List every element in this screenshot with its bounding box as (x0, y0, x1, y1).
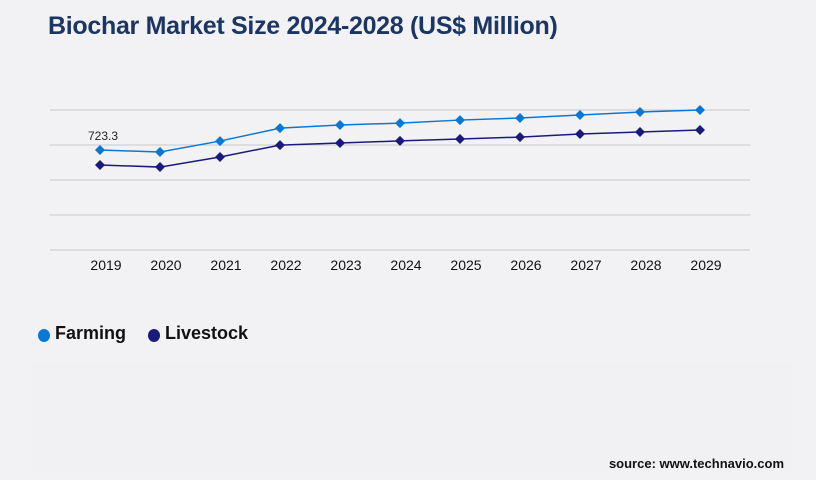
data-point-livestock (515, 132, 525, 143)
legend-marker-farming (38, 329, 50, 342)
data-point-livestock (395, 135, 405, 146)
data-point-farming (575, 109, 585, 120)
data-point-farming (515, 112, 525, 123)
x-tick-label: 2025 (450, 257, 481, 273)
data-point-farming (635, 107, 645, 118)
data-point-farming (395, 118, 405, 129)
legend: Farming Livestock (38, 323, 248, 344)
chart-title: Biochar Market Size 2024-2028 (US$ Milli… (48, 12, 558, 40)
line-chart: 723.3 2019 2020 2021 2022 2023 2024 2025 2026 20… (50, 104, 750, 273)
source-credit: source: www.technavio.com (608, 456, 784, 471)
data-point-livestock (575, 129, 585, 140)
x-tick-label: 2020 (150, 257, 181, 273)
legend-marker-livestock (148, 329, 161, 342)
data-point-farming (275, 123, 285, 134)
x-tick-label: 2027 (570, 257, 601, 273)
x-tick-label: 2021 (210, 257, 241, 273)
legend-label-farming: Farming (55, 323, 127, 343)
x-tick-label: 2029 (690, 257, 721, 273)
data-point-farming (335, 120, 345, 131)
data-point-farming (215, 136, 225, 147)
data-point-farming (695, 104, 705, 115)
data-label: 723.3 (88, 129, 118, 143)
x-tick-label: 2019 (90, 257, 121, 273)
legend-item-livestock: Livestock (148, 323, 248, 344)
legend-label-livestock: Livestock (165, 323, 249, 343)
data-point-livestock (155, 162, 165, 173)
x-tick-label: 2023 (330, 257, 361, 273)
data-point-farming (455, 115, 465, 126)
data-point-livestock (635, 126, 645, 137)
data-point-farming (155, 146, 165, 157)
data-point-livestock (215, 151, 225, 162)
data-point-livestock (335, 138, 345, 149)
data-point-livestock (275, 140, 285, 151)
background-panel (32, 362, 792, 472)
series-line-livestock (99, 129, 701, 168)
x-tick-label: 2028 (630, 257, 661, 273)
data-point-livestock (695, 125, 705, 136)
x-tick-label: 2022 (270, 257, 301, 273)
legend-item-farming: Farming (38, 323, 126, 344)
data-point-farming (95, 145, 105, 156)
data-point-livestock (95, 159, 105, 170)
data-point-livestock (455, 134, 465, 145)
x-tick-label: 2026 (510, 257, 541, 273)
x-tick-label: 2024 (390, 257, 421, 273)
